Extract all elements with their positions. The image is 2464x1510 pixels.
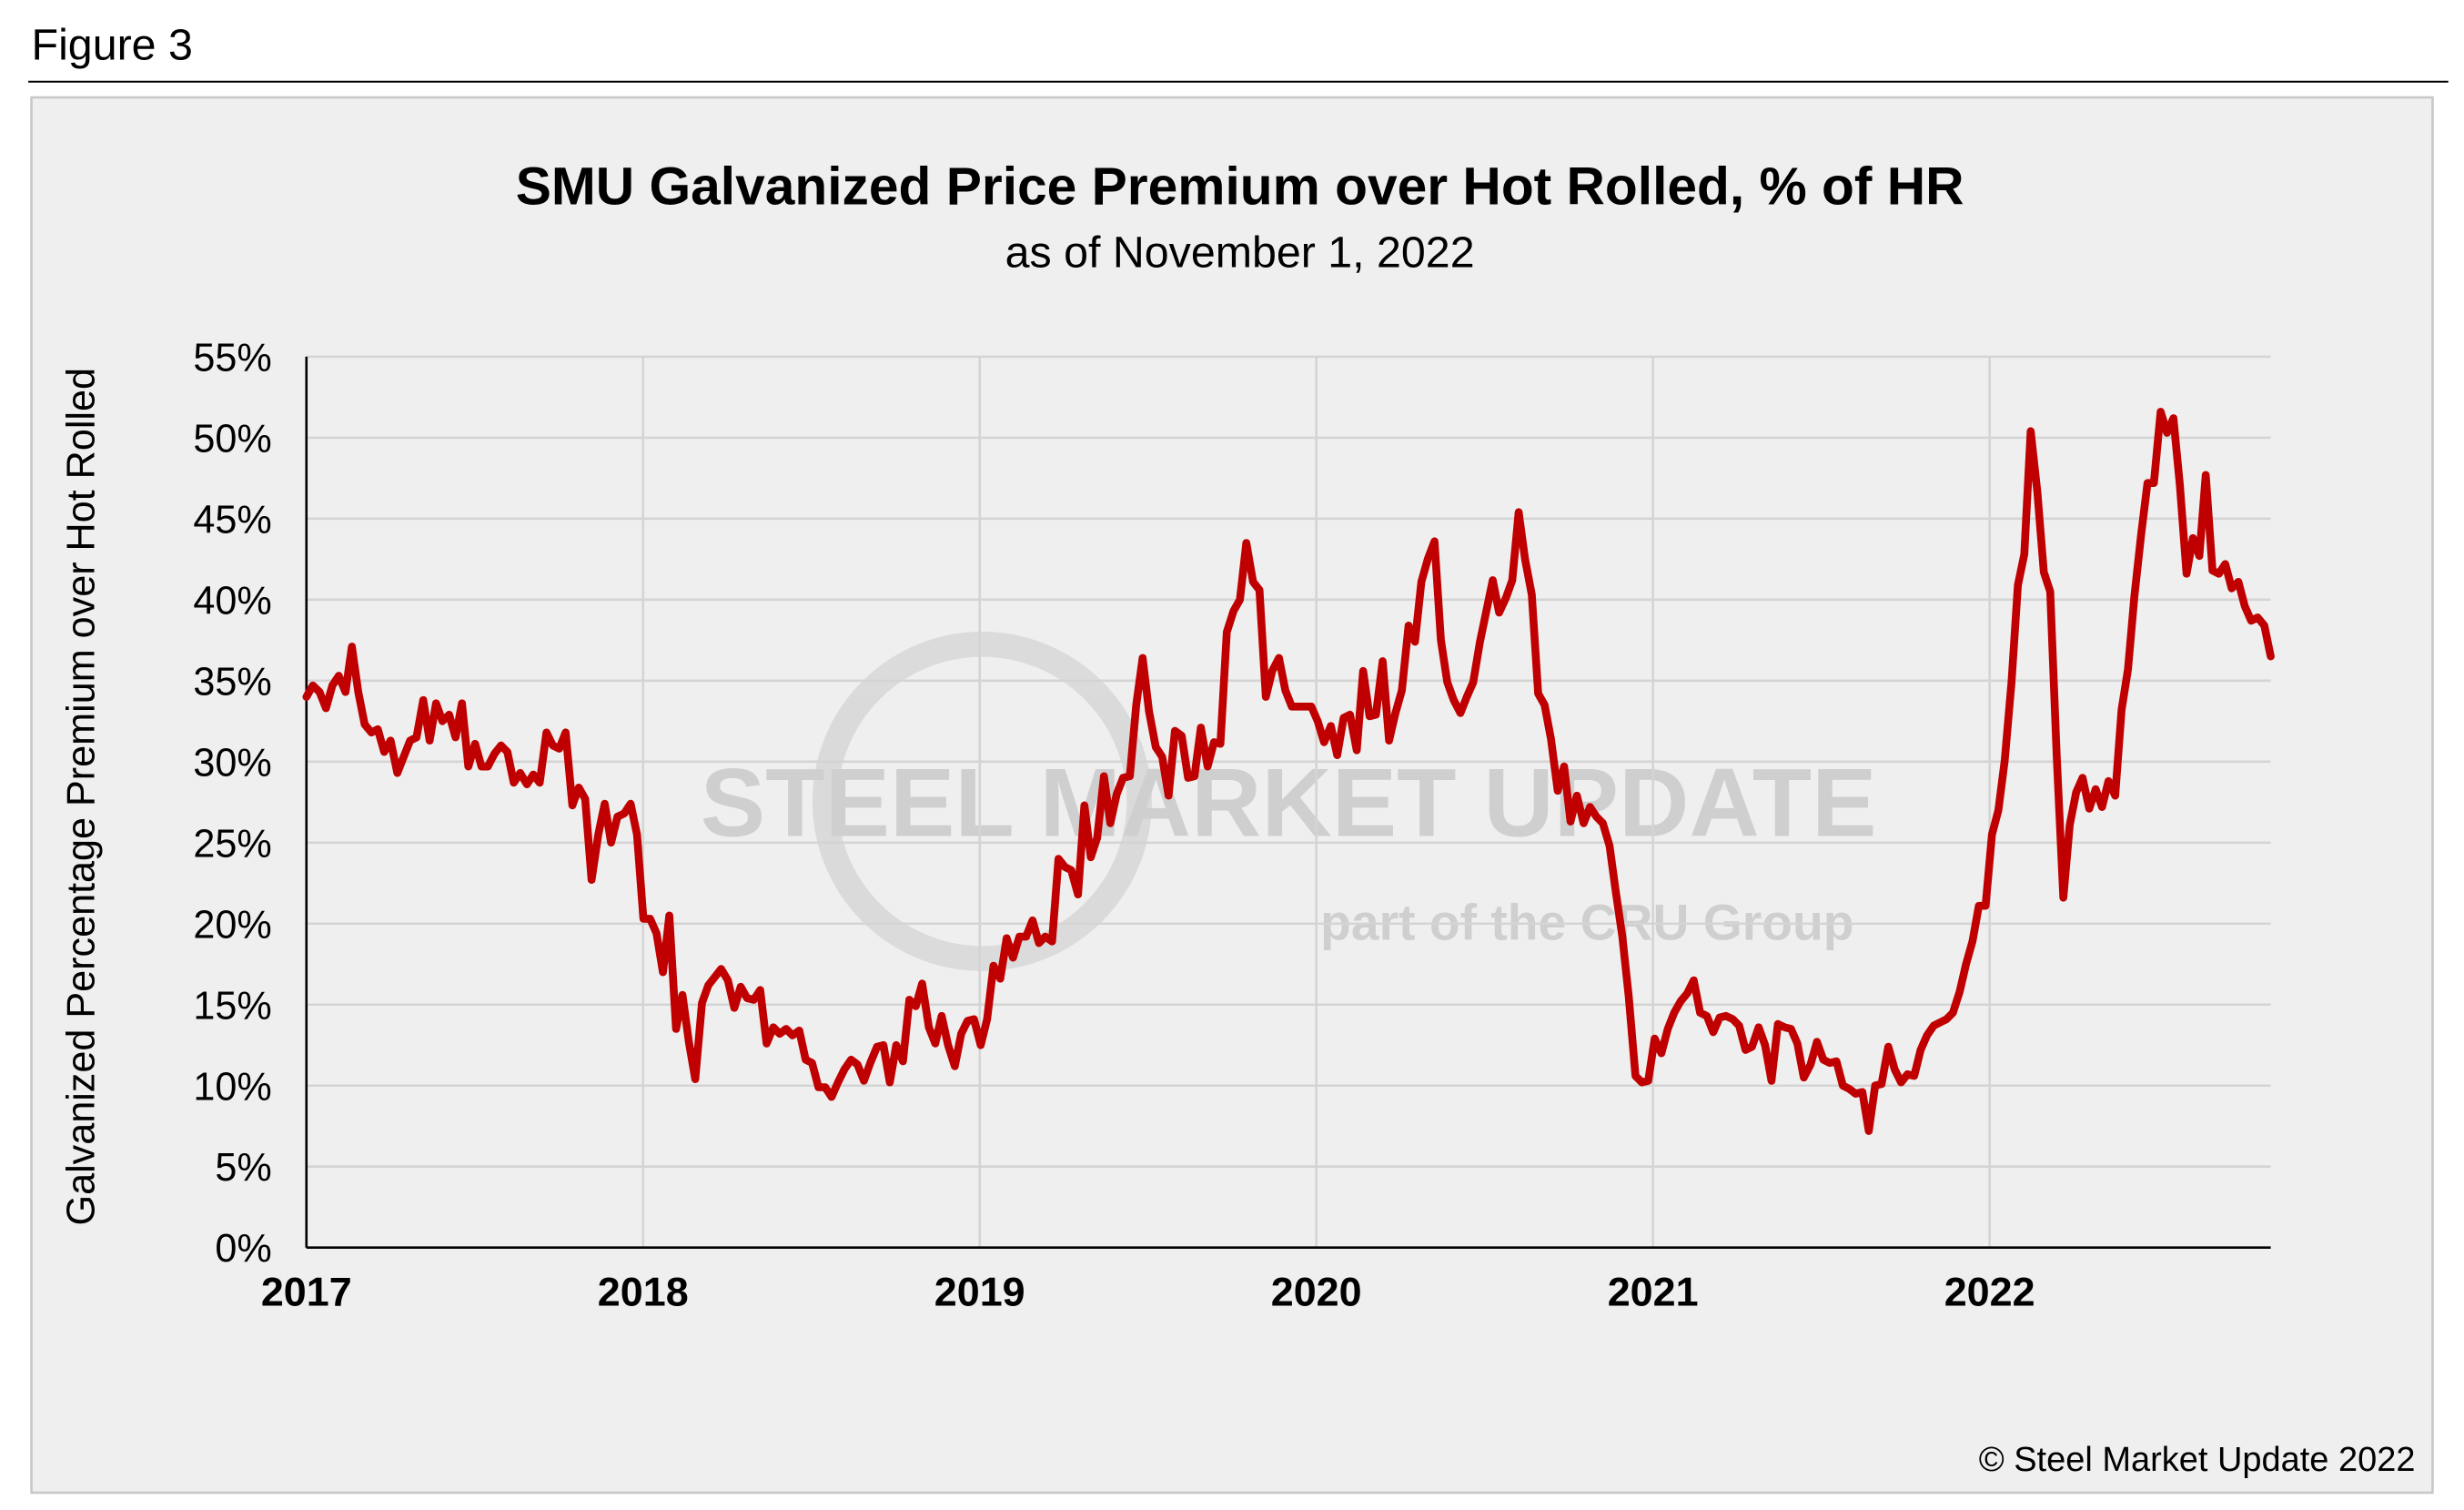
y-tick-label: 5% xyxy=(215,1146,271,1190)
y-tick-label: 35% xyxy=(193,660,271,704)
watermark-tagline: part of the CRU Group xyxy=(1320,894,1853,950)
chart-frame xyxy=(30,96,2434,1495)
data-line xyxy=(302,408,2275,1135)
copyright: © Steel Market Update 2022 xyxy=(1979,1441,2416,1479)
watermark-title: STEEL MARKET UPDATE xyxy=(701,747,1877,856)
chart-title: SMU Galvanized Price Premium over Hot Ro… xyxy=(516,157,1964,216)
y-tick-label: 45% xyxy=(193,498,271,542)
y-tick-label: 10% xyxy=(193,1065,271,1109)
y-tick-label: 20% xyxy=(193,903,271,947)
watermark: STEEL MARKET UPDATE part of the CRU Grou… xyxy=(701,631,1877,971)
y-tick-label: 40% xyxy=(193,579,271,623)
x-tick-label: 2022 xyxy=(1944,1269,2035,1315)
x-tick-label: 2019 xyxy=(934,1269,1025,1315)
chart-subtitle: as of November 1, 2022 xyxy=(1005,228,1475,277)
watermark-logo xyxy=(812,631,1152,971)
x-tick-label: 2018 xyxy=(598,1269,689,1315)
y-tick-label: 30% xyxy=(193,741,271,785)
x-tick-label: 2021 xyxy=(1608,1269,1699,1315)
y-tick-label: 15% xyxy=(193,984,271,1028)
figure-label: Figure 3 xyxy=(32,21,193,70)
y-tick-label: 50% xyxy=(193,417,271,461)
x-tick-label: 2017 xyxy=(261,1269,352,1315)
y-tick-label: 0% xyxy=(215,1227,271,1271)
x-tick-label: 2020 xyxy=(1271,1269,1362,1315)
y-tick-label: 55% xyxy=(193,336,271,380)
y-axis-label: Galvanized Percentage Premium over Hot R… xyxy=(60,368,104,1226)
y-tick-label: 25% xyxy=(193,822,271,866)
